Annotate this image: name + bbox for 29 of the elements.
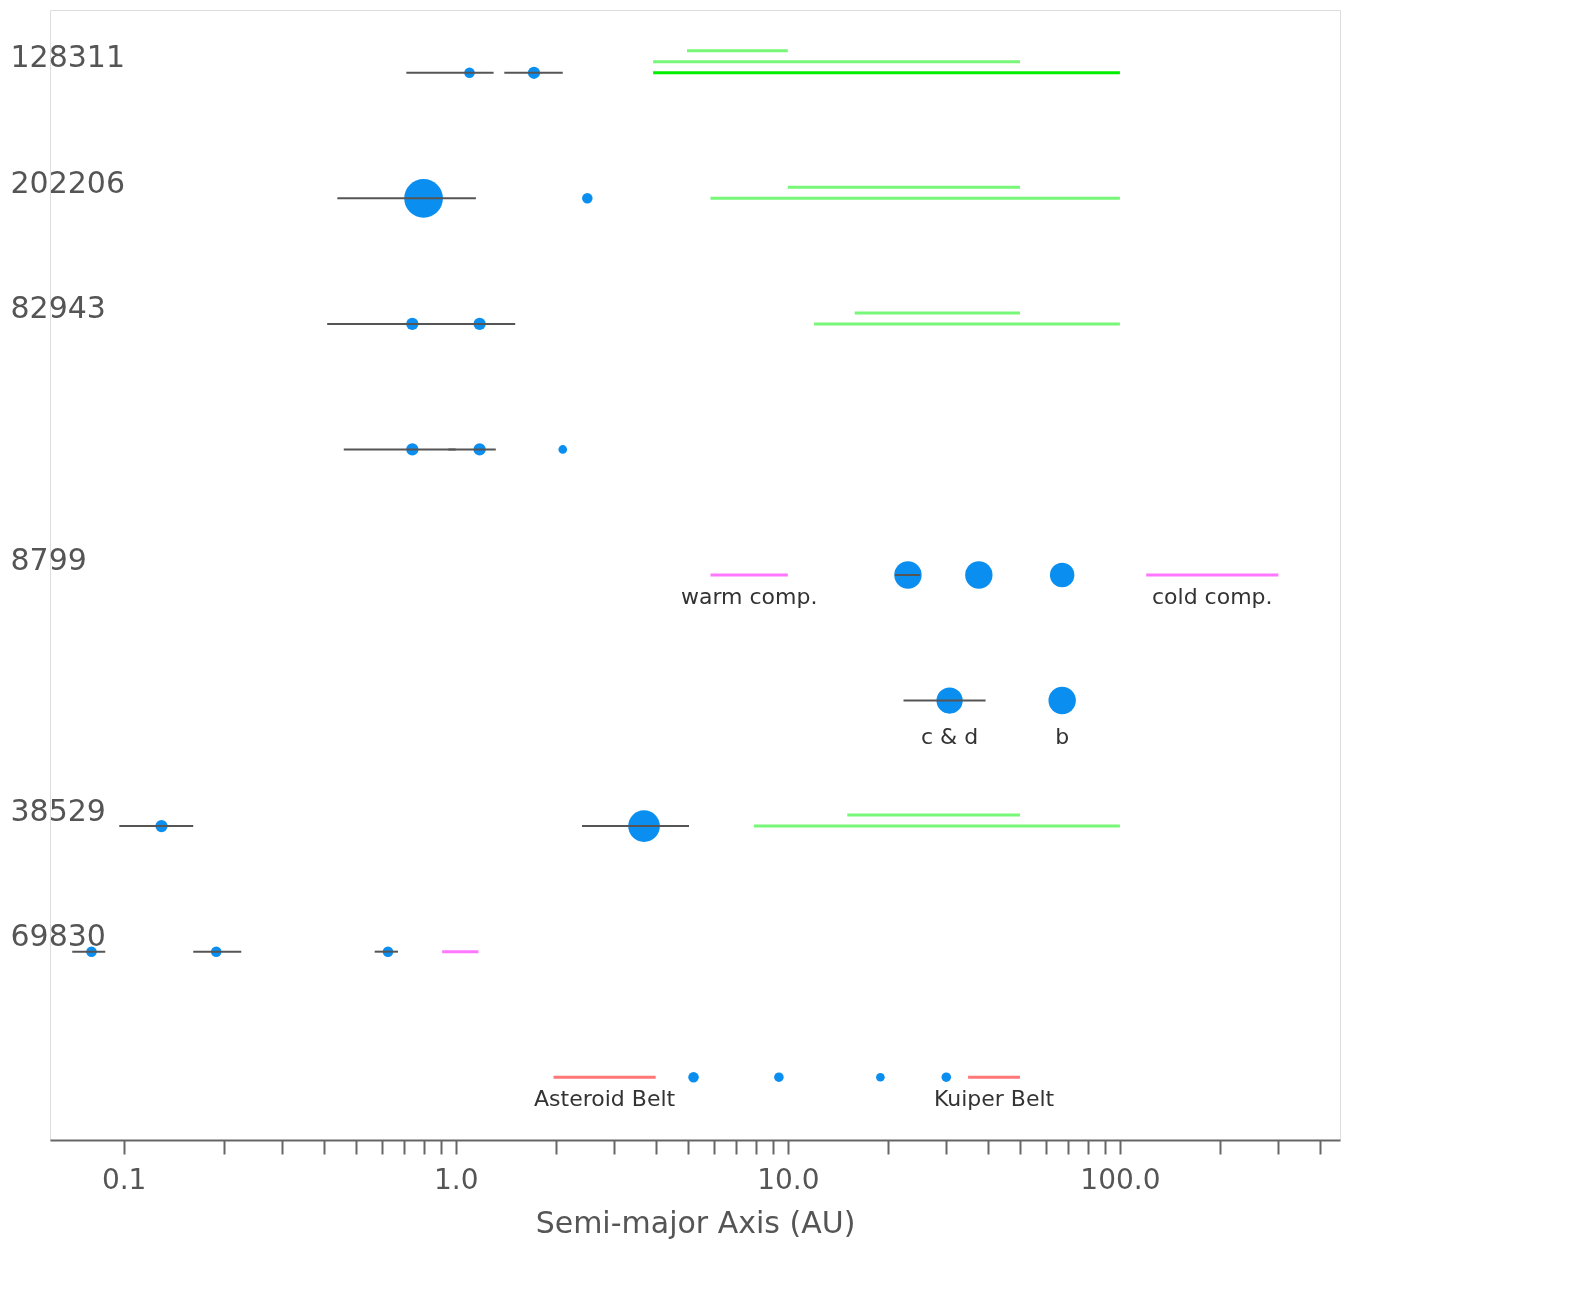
- y-tick-label: 69830: [10, 918, 106, 954]
- x-axis-title: Semi-major Axis (AU): [535, 1204, 856, 1240]
- x-tick-label: 100.0: [1080, 1162, 1161, 1196]
- bar: [653, 71, 1120, 75]
- x-tick-label: 1.0: [433, 1162, 479, 1196]
- y-tick-label: 82943: [10, 290, 106, 326]
- bar: [814, 322, 1120, 326]
- series-label: warm comp.: [680, 584, 818, 609]
- series-label: Kuiper Belt: [933, 1086, 1055, 1112]
- bar: [1146, 573, 1279, 577]
- x-tick-label: 10.0: [757, 1162, 820, 1196]
- y-tick-label: 128311: [10, 39, 126, 75]
- bar: [442, 950, 479, 954]
- y-tick-label: 8799: [10, 541, 87, 577]
- bar: [847, 813, 1020, 817]
- x-tick-label: 0.1: [101, 1162, 147, 1196]
- bar: [710, 196, 1120, 200]
- series-label: c & d: [921, 723, 979, 749]
- bar: [854, 311, 1020, 315]
- y-tick-label: 202206: [10, 164, 126, 200]
- y-tick-label: 38529: [10, 792, 106, 828]
- series-label: Asteroid Belt: [534, 1086, 676, 1112]
- bar: [553, 1075, 656, 1079]
- bar: [753, 824, 1120, 828]
- bar: [968, 1075, 1020, 1079]
- series-label: b: [1055, 723, 1070, 749]
- series-label: cold comp.: [1151, 584, 1273, 609]
- bar: [787, 185, 1020, 189]
- bar: [710, 573, 788, 577]
